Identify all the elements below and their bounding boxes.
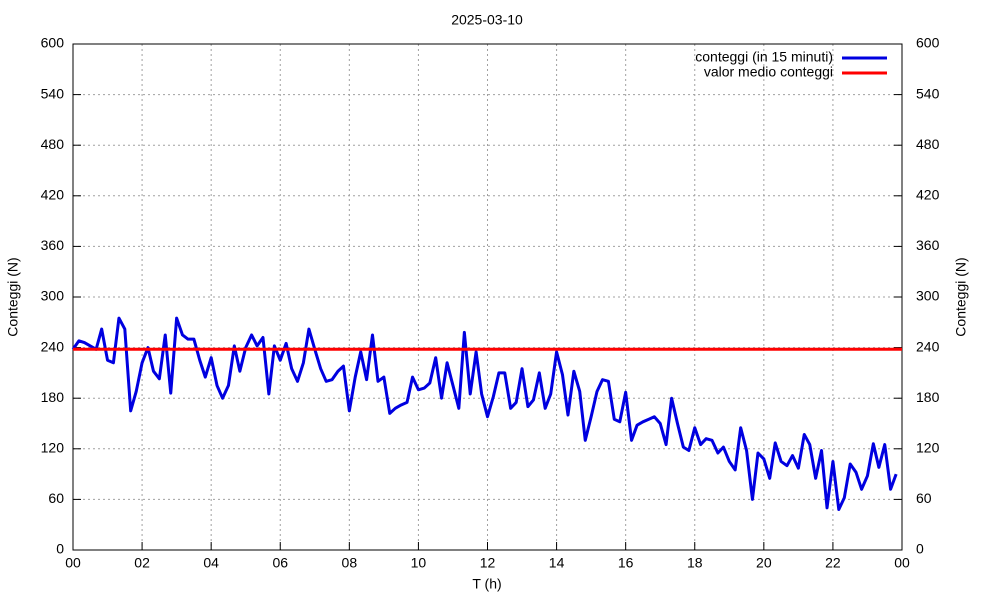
- y-axis-label: Conteggi (N): [5, 257, 21, 336]
- legend-label: valor medio conteggi: [704, 64, 833, 80]
- y2-tick-label: 240: [916, 338, 940, 354]
- legend-label: conteggi (in 15 minuti): [695, 49, 833, 65]
- x-tick-label: 22: [825, 555, 841, 571]
- y2-tick-label: 0: [916, 541, 924, 557]
- y-tick-label: 120: [41, 440, 65, 456]
- chart-title: 2025-03-10: [451, 12, 523, 28]
- y-tick-label: 300: [41, 288, 65, 304]
- y2-tick-label: 540: [916, 85, 940, 101]
- y2-tick-label: 420: [916, 187, 940, 203]
- y2-tick-label: 480: [916, 136, 940, 152]
- plot-frame: [72, 43, 903, 551]
- y2-tick-label: 300: [916, 288, 940, 304]
- x-tick-label: 18: [687, 555, 703, 571]
- y-tick-label: 60: [48, 490, 64, 506]
- y-tick-label: 420: [41, 187, 65, 203]
- y-tick-label: 0: [56, 541, 64, 557]
- y-tick-label: 480: [41, 136, 65, 152]
- y-tick-label: 360: [41, 237, 65, 253]
- x-tick-label: 20: [756, 555, 772, 571]
- y2-axis-label: Conteggi (N): [953, 257, 969, 336]
- y2-tick-label: 600: [916, 35, 940, 51]
- y2-tick-label: 360: [916, 237, 940, 253]
- x-tick-label: 06: [272, 555, 288, 571]
- y-tick-label: 180: [41, 389, 65, 405]
- x-tick-label: 00: [894, 555, 910, 571]
- y-tick-label: 240: [41, 338, 65, 354]
- x-tick-label: 10: [411, 555, 427, 571]
- y2-tick-label: 120: [916, 440, 940, 456]
- y2-tick-label: 180: [916, 389, 940, 405]
- x-tick-label: 04: [203, 555, 219, 571]
- x-tick-label: 14: [549, 555, 565, 571]
- x-tick-label: 12: [480, 555, 496, 571]
- series-line: [71, 316, 898, 512]
- x-tick-label: 00: [65, 555, 81, 571]
- y2-tick-label: 60: [916, 490, 932, 506]
- x-axis-label: T (h): [472, 576, 501, 592]
- y-tick-label: 540: [41, 85, 65, 101]
- y-tick-label: 600: [41, 35, 65, 51]
- x-tick-label: 02: [134, 555, 150, 571]
- x-tick-label: 16: [618, 555, 634, 571]
- x-tick-label: 08: [342, 555, 358, 571]
